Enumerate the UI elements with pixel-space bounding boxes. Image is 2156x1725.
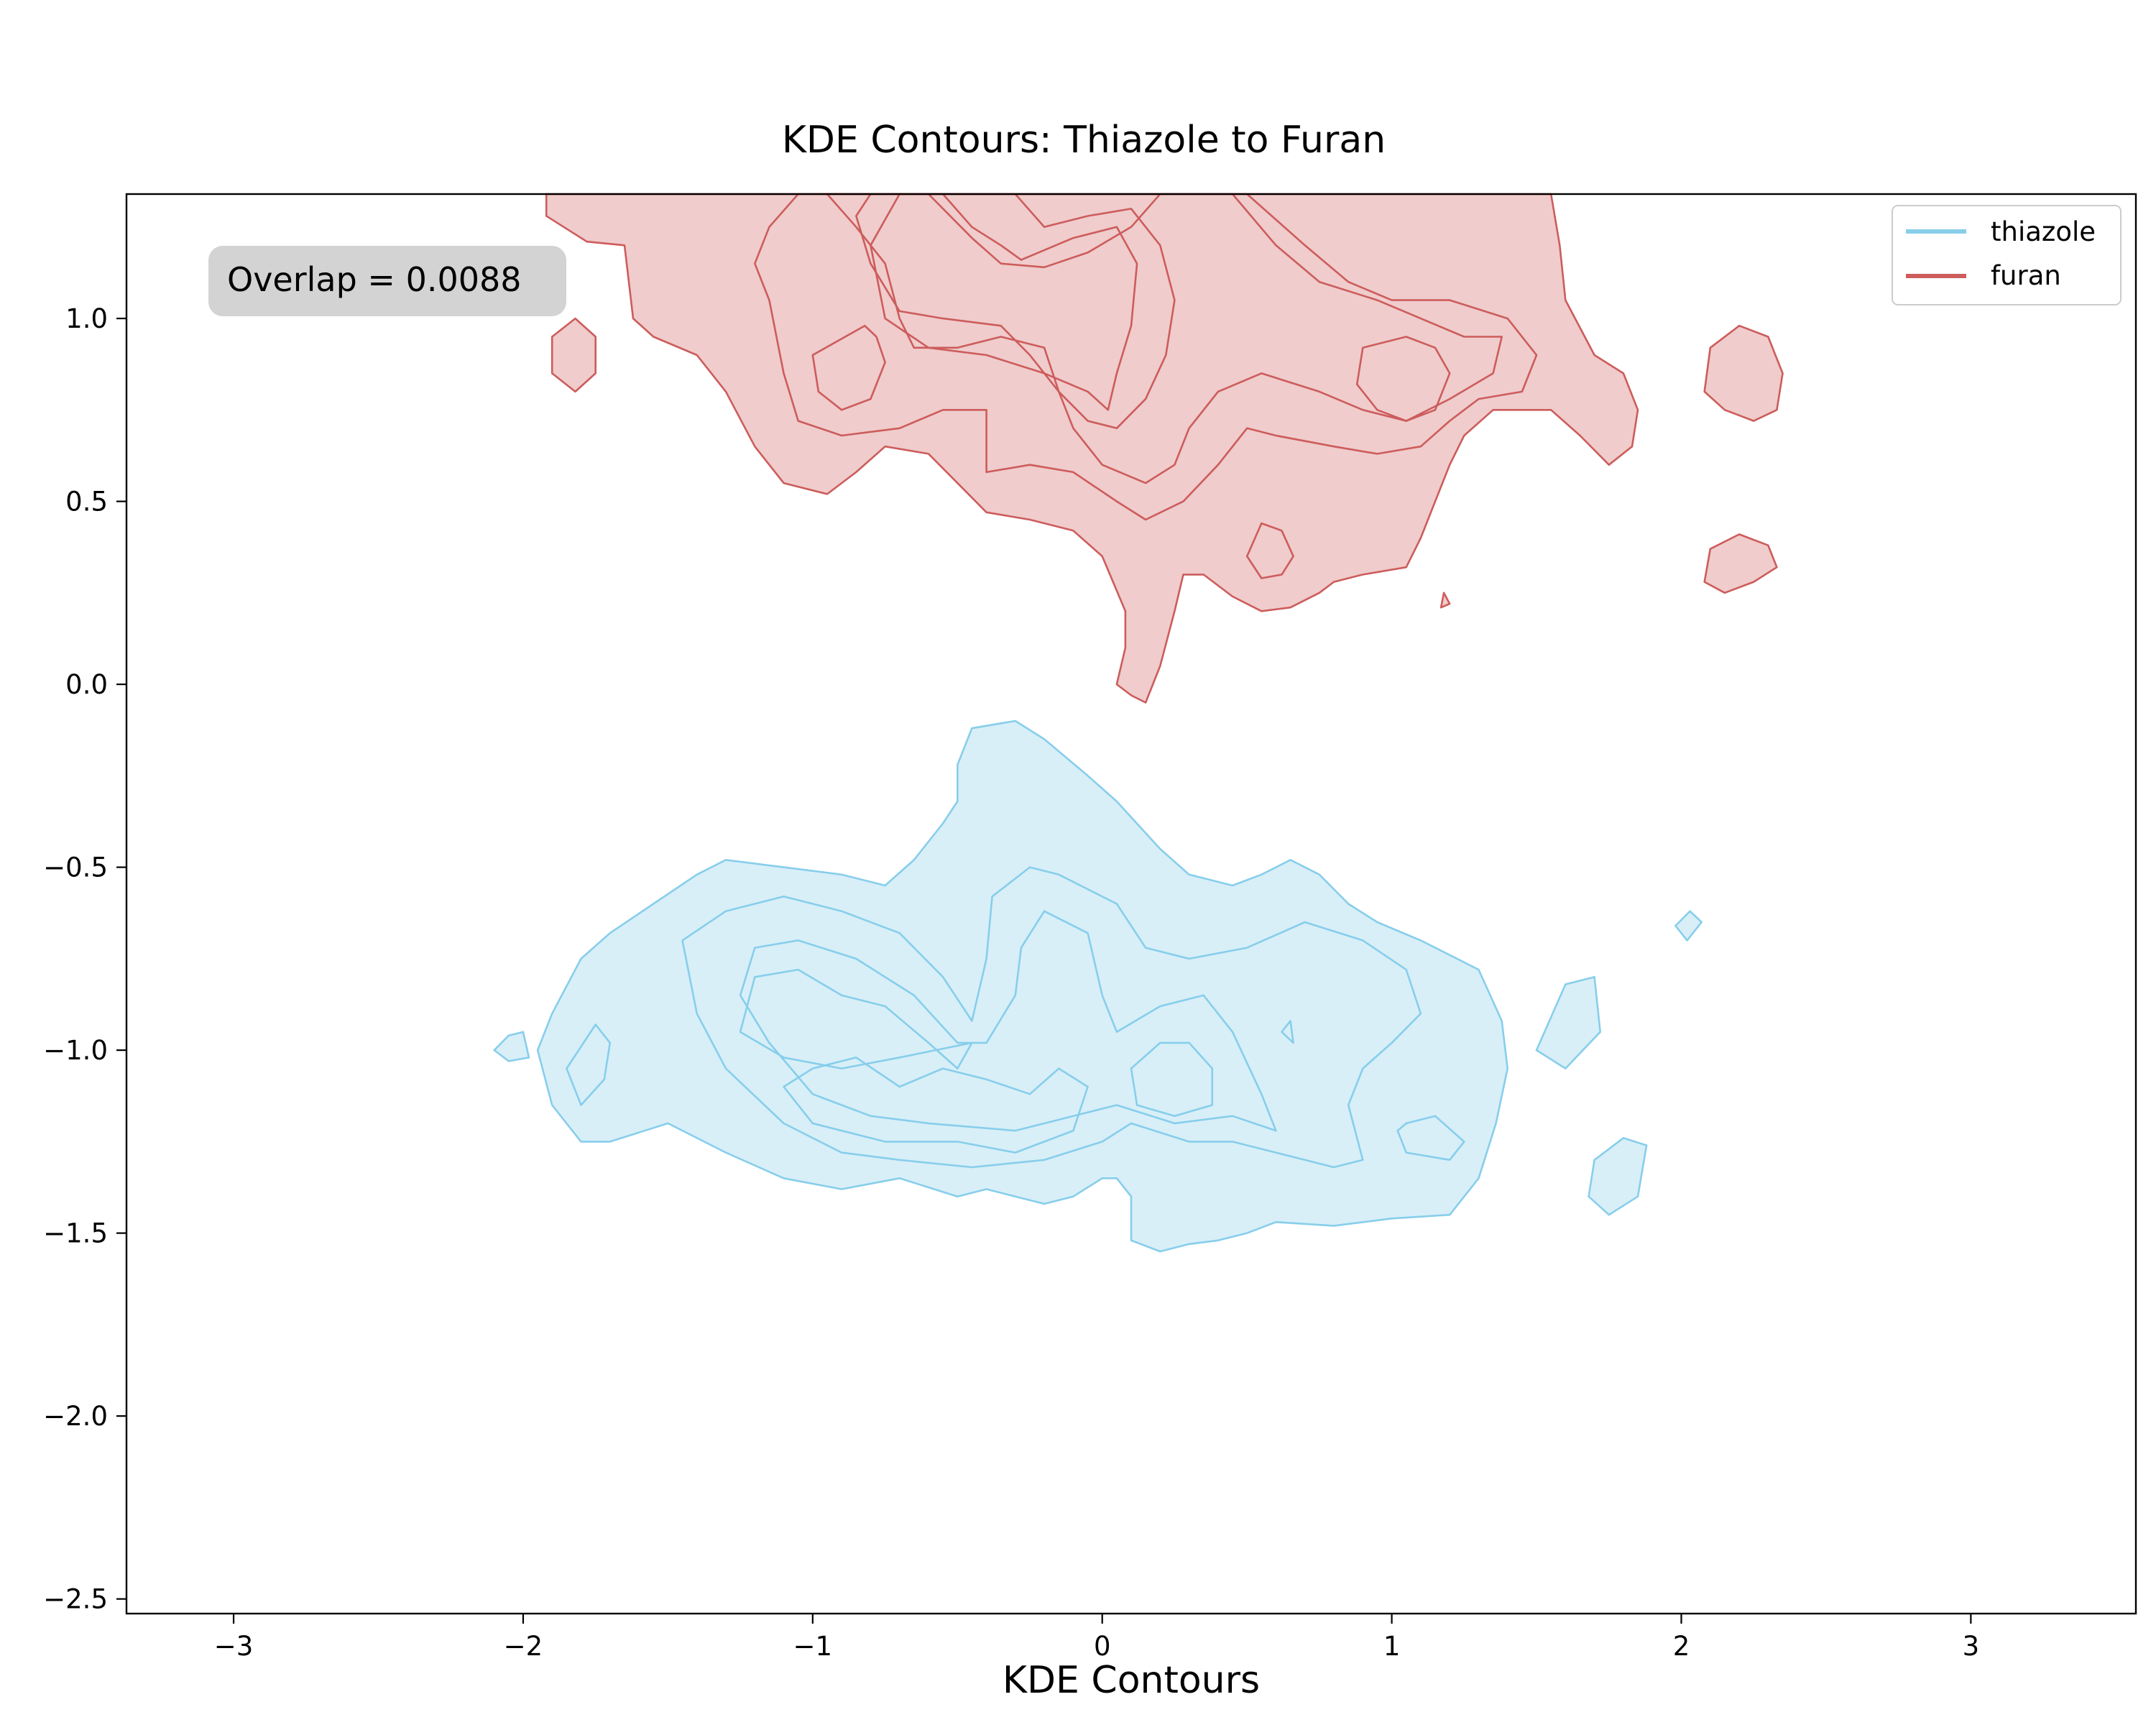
annotation-box — [208, 246, 566, 316]
thiazole-region-fill-6 — [1537, 977, 1600, 1069]
furan-region-outline-4 — [1439, 592, 1451, 609]
chart-title: KDE Contours: Thiazole to Furan — [782, 119, 1386, 162]
furan-region-outline-2 — [1703, 324, 1784, 422]
y-tick-label: −1.0 — [43, 1035, 108, 1066]
contour-fills — [494, 194, 1783, 1252]
contour-lines — [493, 193, 1784, 1253]
thiazole-region-fill-2 — [1131, 1042, 1212, 1116]
thiazole-region-outline-5 — [1588, 1137, 1648, 1216]
legend: thiazole furan — [1892, 205, 2122, 305]
y-tick-label: 1.0 — [65, 303, 108, 334]
thiazole-contour-level-5 — [1281, 1020, 1294, 1044]
x-tick-label: 2 — [1673, 1631, 1690, 1662]
y-tick-label: −1.5 — [43, 1218, 108, 1249]
thiazole-contour-level-4 — [1396, 1115, 1465, 1162]
thiazole-region-outline-3 — [493, 1031, 530, 1062]
x-tick-label: −2 — [504, 1631, 543, 1662]
x-axis-label: KDE Contours — [1003, 1659, 1260, 1702]
thiazole-region-fill-5 — [1588, 1138, 1647, 1215]
y-axis-ticks: 1.0 0.5 0.0 −0.5 −1.0 −1.5 −2.0 −2.5 — [43, 303, 126, 1615]
thiazole-region-fill-3 — [494, 1031, 529, 1062]
thiazole-region-outline-1 — [783, 1057, 1089, 1154]
furan-region-outline-3 — [1703, 533, 1778, 594]
legend-label-furan: furan — [1991, 260, 2061, 291]
thiazole-contour-level-0 — [681, 866, 1422, 1169]
thiazole-region-outline-2 — [1130, 1041, 1214, 1117]
thiazole-region-outline-0 — [536, 719, 1508, 1253]
furan-region-fill-2 — [1704, 326, 1783, 421]
x-tick-label: −1 — [793, 1631, 833, 1662]
thiazole-region-fill-0 — [538, 721, 1508, 1252]
furan-contour-level-0 — [754, 193, 1538, 521]
furan-contour-level-4 — [811, 324, 886, 411]
furan-contour-level-1 — [826, 193, 1503, 484]
x-tick-label: 0 — [1094, 1631, 1111, 1662]
furan-contour-level-2 — [855, 193, 1176, 430]
furan-region-fill-3 — [1704, 534, 1777, 593]
furan-region-outline-1 — [550, 317, 596, 393]
furan-contour-level-3 — [870, 193, 1138, 411]
x-tick-label: −3 — [214, 1631, 254, 1662]
y-tick-label: −0.5 — [43, 852, 108, 883]
furan-contour-level-6 — [1245, 522, 1294, 579]
x-tick-label: 3 — [1963, 1631, 1980, 1662]
x-axis-ticks: −3 −2 −1 0 1 2 3 — [214, 1614, 1979, 1662]
y-tick-label: 0.0 — [65, 669, 108, 700]
thiazole-region-outline-6 — [1535, 976, 1601, 1070]
furan-region-fill-1 — [552, 318, 596, 392]
annotation-text: Overlap = 0.0088 — [227, 260, 522, 299]
plot-frame — [125, 193, 2137, 1615]
thiazole-contour-level-3 — [566, 1024, 612, 1106]
x-tick-label: 1 — [1383, 1631, 1401, 1662]
furan-region-fill-0 — [546, 194, 1639, 703]
thiazole-region-fill-1 — [783, 1057, 1088, 1153]
y-tick-label: 0.5 — [65, 487, 108, 518]
legend-label-thiazole: thiazole — [1991, 216, 2096, 247]
thiazole-contour-level-2 — [739, 968, 973, 1070]
y-tick-label: −2.5 — [43, 1584, 108, 1615]
y-tick-label: −2.0 — [43, 1401, 108, 1432]
thiazole-region-outline-4 — [1674, 910, 1703, 942]
thiazole-contour-level-1 — [739, 910, 1277, 1132]
overlap-annotation: Overlap = 0.0088 — [208, 246, 566, 316]
furan-contour-level-5 — [1355, 336, 1451, 422]
furan-region-outline-0 — [545, 193, 1639, 704]
